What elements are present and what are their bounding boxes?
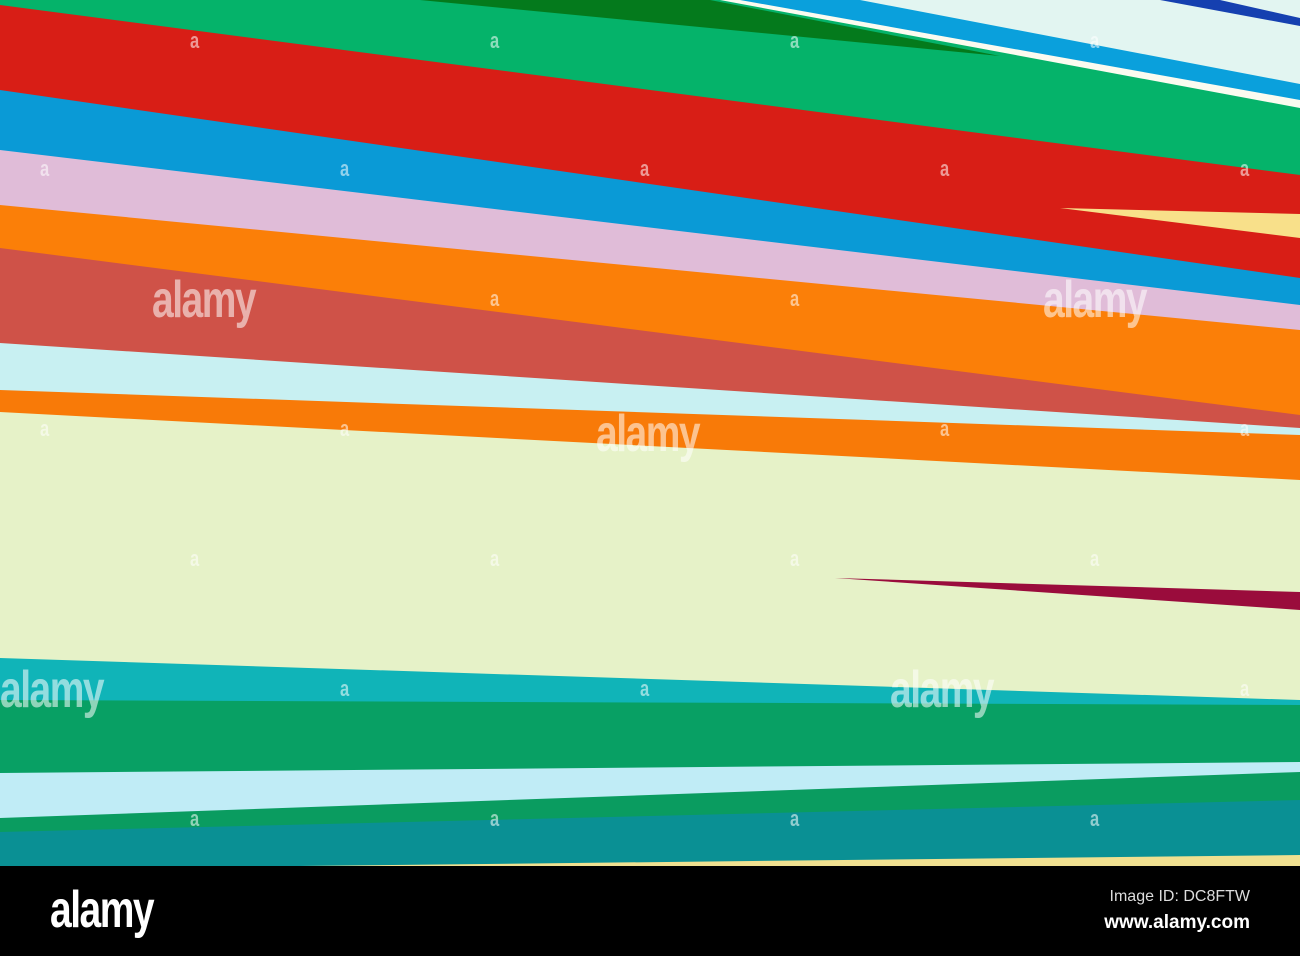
watermark-letter: a (790, 286, 799, 311)
watermark-letter: a (1090, 546, 1099, 571)
watermark-letter: a (490, 806, 499, 831)
watermark-letter: a (940, 156, 949, 181)
watermark-letter: a (940, 416, 949, 441)
watermark-letter: a (190, 806, 199, 831)
watermark-text: alamy (596, 405, 701, 463)
watermark-letter: a (490, 286, 499, 311)
watermark-letter: a (1240, 676, 1249, 701)
watermark-letter: a (490, 546, 499, 571)
watermark-letter: a (1240, 156, 1249, 181)
footer-bar: alamy Image ID: DC8FTW www.alamy.com (0, 866, 1300, 956)
watermark-letter: a (40, 416, 49, 441)
watermark-letter: a (640, 676, 649, 701)
image-id: Image ID: DC8FTW (1109, 888, 1250, 905)
watermark-text: alamy (890, 661, 995, 719)
watermark-letter: a (790, 28, 799, 53)
watermark-letter: a (1090, 28, 1099, 53)
watermark-letter: a (490, 28, 499, 53)
watermark-letter: a (340, 416, 349, 441)
watermark-letter: a (340, 676, 349, 701)
stripe-navy-line (1160, 0, 1300, 26)
alamy-logo: alamy (50, 881, 155, 939)
watermark-letter: a (340, 156, 349, 181)
watermark-letter: a (190, 28, 199, 53)
watermark-letter: a (790, 546, 799, 571)
stripe-dark-green-wedge (420, 0, 1000, 56)
watermark-text: alamy (1043, 271, 1148, 329)
stripe-yellow-bottom (300, 855, 1300, 866)
watermark-text: alamy (152, 271, 257, 329)
watermark-text: alamy (0, 661, 105, 719)
stripe-maroon-wedge (835, 578, 1300, 610)
watermark-letter: a (1090, 806, 1099, 831)
watermark-letter: a (790, 806, 799, 831)
watermark-letter: a (190, 546, 199, 571)
site-url: www.alamy.com (1104, 912, 1250, 933)
painted-stripes (0, 0, 1300, 866)
watermark-letter: a (40, 156, 49, 181)
stripe-dark-teal (0, 800, 1300, 866)
watermark-letter: a (640, 156, 649, 181)
stripe-yellow-wedge (1060, 208, 1300, 238)
watermark-letter: a (1240, 416, 1249, 441)
